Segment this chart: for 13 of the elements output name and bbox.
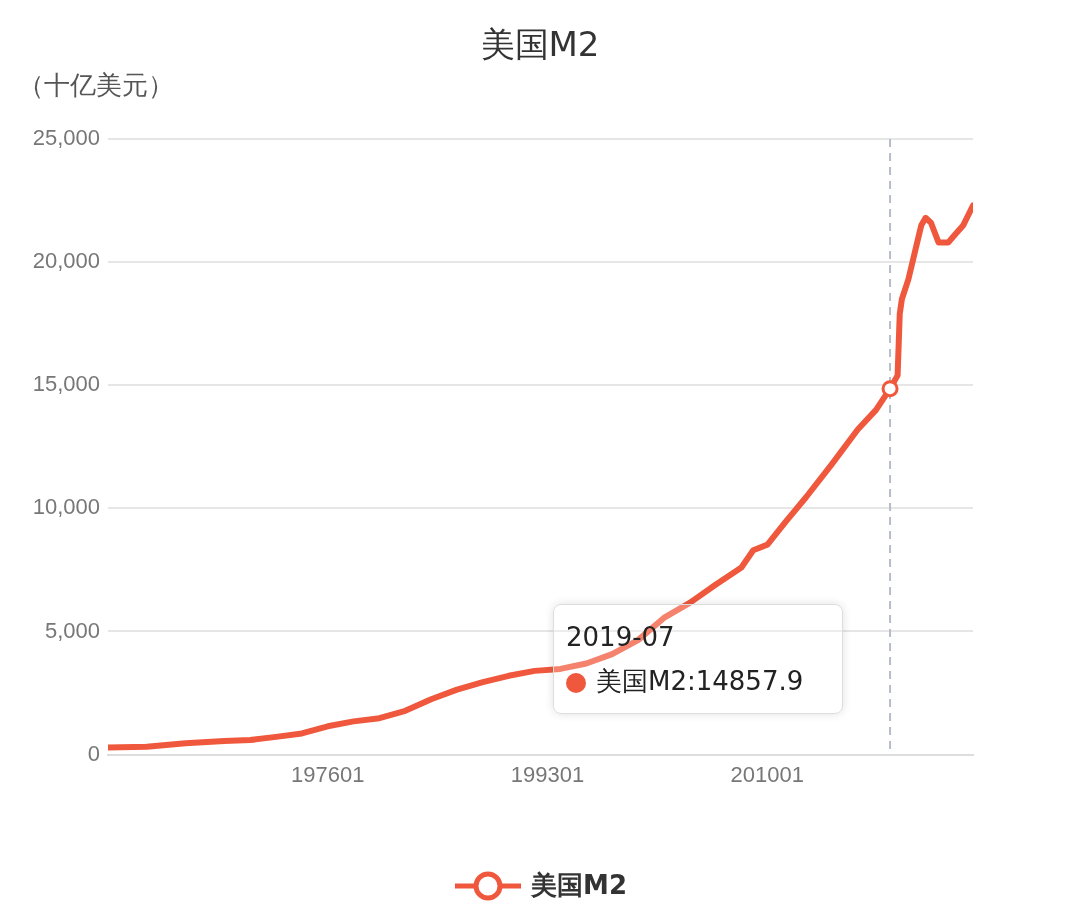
x-tick-label: 199301 — [510, 761, 585, 787]
y-axis-title: （十亿美元） — [18, 69, 174, 102]
chart-title: 美国M2 — [479, 23, 601, 66]
y-tick-label: 25,000 — [32, 125, 100, 151]
annotation: 美国M2:14857.9 — [596, 666, 804, 696]
legend-label: 美国M2 — [531, 869, 627, 902]
y-tick-label: 5,000 — [44, 617, 100, 643]
y-tick-label: 10,000 — [32, 494, 100, 520]
x-tick-label: 201001 — [730, 761, 804, 787]
y-tick-label: 0 — [87, 740, 100, 766]
y-tick-label: 20,000 — [32, 248, 100, 274]
x-tick-label: 197601 — [291, 761, 365, 787]
y-tick-label: 15,000 — [32, 371, 100, 397]
